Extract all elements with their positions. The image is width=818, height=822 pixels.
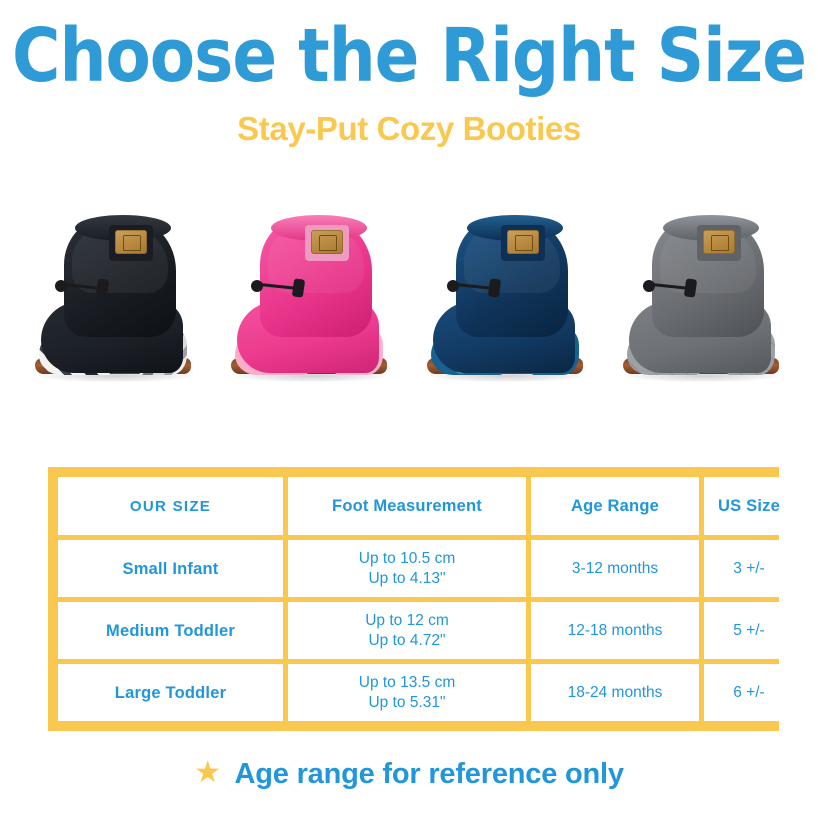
cell-foot-measurement: Up to 12 cm Up to 4.72" bbox=[288, 602, 526, 659]
logo-glyph-icon bbox=[319, 235, 337, 251]
cell-foot-cm: Up to 10.5 cm bbox=[358, 549, 456, 567]
product-image-black-bootie bbox=[17, 203, 213, 388]
cell-us-size: 3 +/- bbox=[704, 540, 794, 597]
cell-foot-measurement: Up to 13.5 cm Up to 5.31" bbox=[288, 664, 526, 721]
table-body: Small Infant Up to 10.5 cm Up to 4.13" 3… bbox=[58, 540, 794, 721]
size-chart-table: OUR SIZE Foot Measurement Age Range US S… bbox=[53, 472, 799, 726]
logo-glyph-icon bbox=[515, 235, 533, 251]
brand-logo-tag bbox=[507, 230, 539, 254]
drawstring-tip-icon bbox=[55, 280, 67, 292]
drawstring-tip-icon bbox=[643, 280, 655, 292]
cell-foot-cm: Up to 12 cm bbox=[365, 611, 449, 629]
brand-logo-tag bbox=[115, 230, 147, 254]
page-title: Choose the Right Size bbox=[12, 12, 807, 99]
cell-size-name: Large Toddler bbox=[58, 664, 283, 721]
star-icon: ★ bbox=[194, 755, 222, 789]
column-header-us-size: US Size bbox=[704, 477, 794, 535]
size-chart-table-container: OUR SIZE Foot Measurement Age Range US S… bbox=[48, 467, 794, 731]
product-image-navy-bootie bbox=[409, 203, 605, 388]
logo-glyph-icon bbox=[123, 235, 141, 251]
table-row: Small Infant Up to 10.5 cm Up to 4.13" 3… bbox=[58, 540, 794, 597]
footer-note: ★ Age range for reference only bbox=[0, 755, 818, 791]
cell-us-size: 6 +/- bbox=[704, 664, 794, 721]
footer-note-text: Age range for reference only bbox=[234, 758, 624, 790]
table-header: OUR SIZE Foot Measurement Age Range US S… bbox=[58, 477, 794, 535]
cell-us-size: 5 +/- bbox=[704, 602, 794, 659]
column-header-foot-measurement: Foot Measurement bbox=[288, 477, 526, 535]
cell-foot-in: Up to 4.72" bbox=[368, 631, 446, 649]
cell-age-range: 18-24 months bbox=[531, 664, 699, 721]
drawstring-tip-icon bbox=[251, 280, 263, 292]
brand-logo-tag bbox=[703, 230, 735, 254]
page-subtitle: Stay-Put Cozy Booties bbox=[237, 110, 581, 147]
table-row: Large Toddler Up to 13.5 cm Up to 5.31" … bbox=[58, 664, 794, 721]
cell-size-name: Medium Toddler bbox=[58, 602, 283, 659]
logo-glyph-icon bbox=[711, 235, 729, 251]
cell-age-range: 3-12 months bbox=[531, 540, 699, 597]
table-row: Medium Toddler Up to 12 cm Up to 4.72" 1… bbox=[58, 602, 794, 659]
table-header-row: OUR SIZE Foot Measurement Age Range US S… bbox=[58, 477, 794, 535]
column-header-age-range: Age Range bbox=[531, 477, 699, 535]
cell-foot-in: Up to 4.13" bbox=[368, 569, 446, 587]
product-image-row bbox=[0, 188, 818, 388]
product-image-grey-bootie bbox=[605, 203, 801, 388]
cell-age-range: 12-18 months bbox=[531, 602, 699, 659]
cell-foot-in: Up to 5.31" bbox=[368, 693, 446, 711]
cell-size-name: Small Infant bbox=[58, 540, 283, 597]
cell-foot-measurement: Up to 10.5 cm Up to 4.13" bbox=[288, 540, 526, 597]
product-image-pink-bootie bbox=[213, 203, 409, 388]
header: Choose the Right Size Stay-Put Cozy Boot… bbox=[0, 0, 818, 148]
column-header-our-size: OUR SIZE bbox=[58, 477, 283, 535]
drawstring-tip-icon bbox=[447, 280, 459, 292]
cell-foot-cm: Up to 13.5 cm bbox=[358, 673, 456, 691]
brand-logo-tag bbox=[311, 230, 343, 254]
